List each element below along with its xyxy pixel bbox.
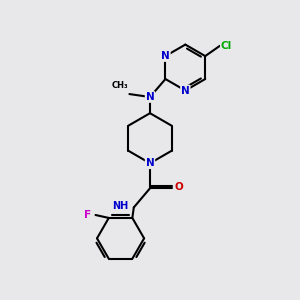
Text: NH: NH (112, 201, 128, 211)
Text: N: N (146, 158, 154, 168)
Text: Cl: Cl (221, 41, 232, 51)
Text: N: N (161, 51, 170, 61)
Text: CH₃: CH₃ (111, 81, 128, 90)
Text: O: O (174, 182, 183, 192)
Text: N: N (146, 92, 154, 102)
Text: N: N (181, 85, 190, 95)
Text: F: F (84, 210, 91, 220)
